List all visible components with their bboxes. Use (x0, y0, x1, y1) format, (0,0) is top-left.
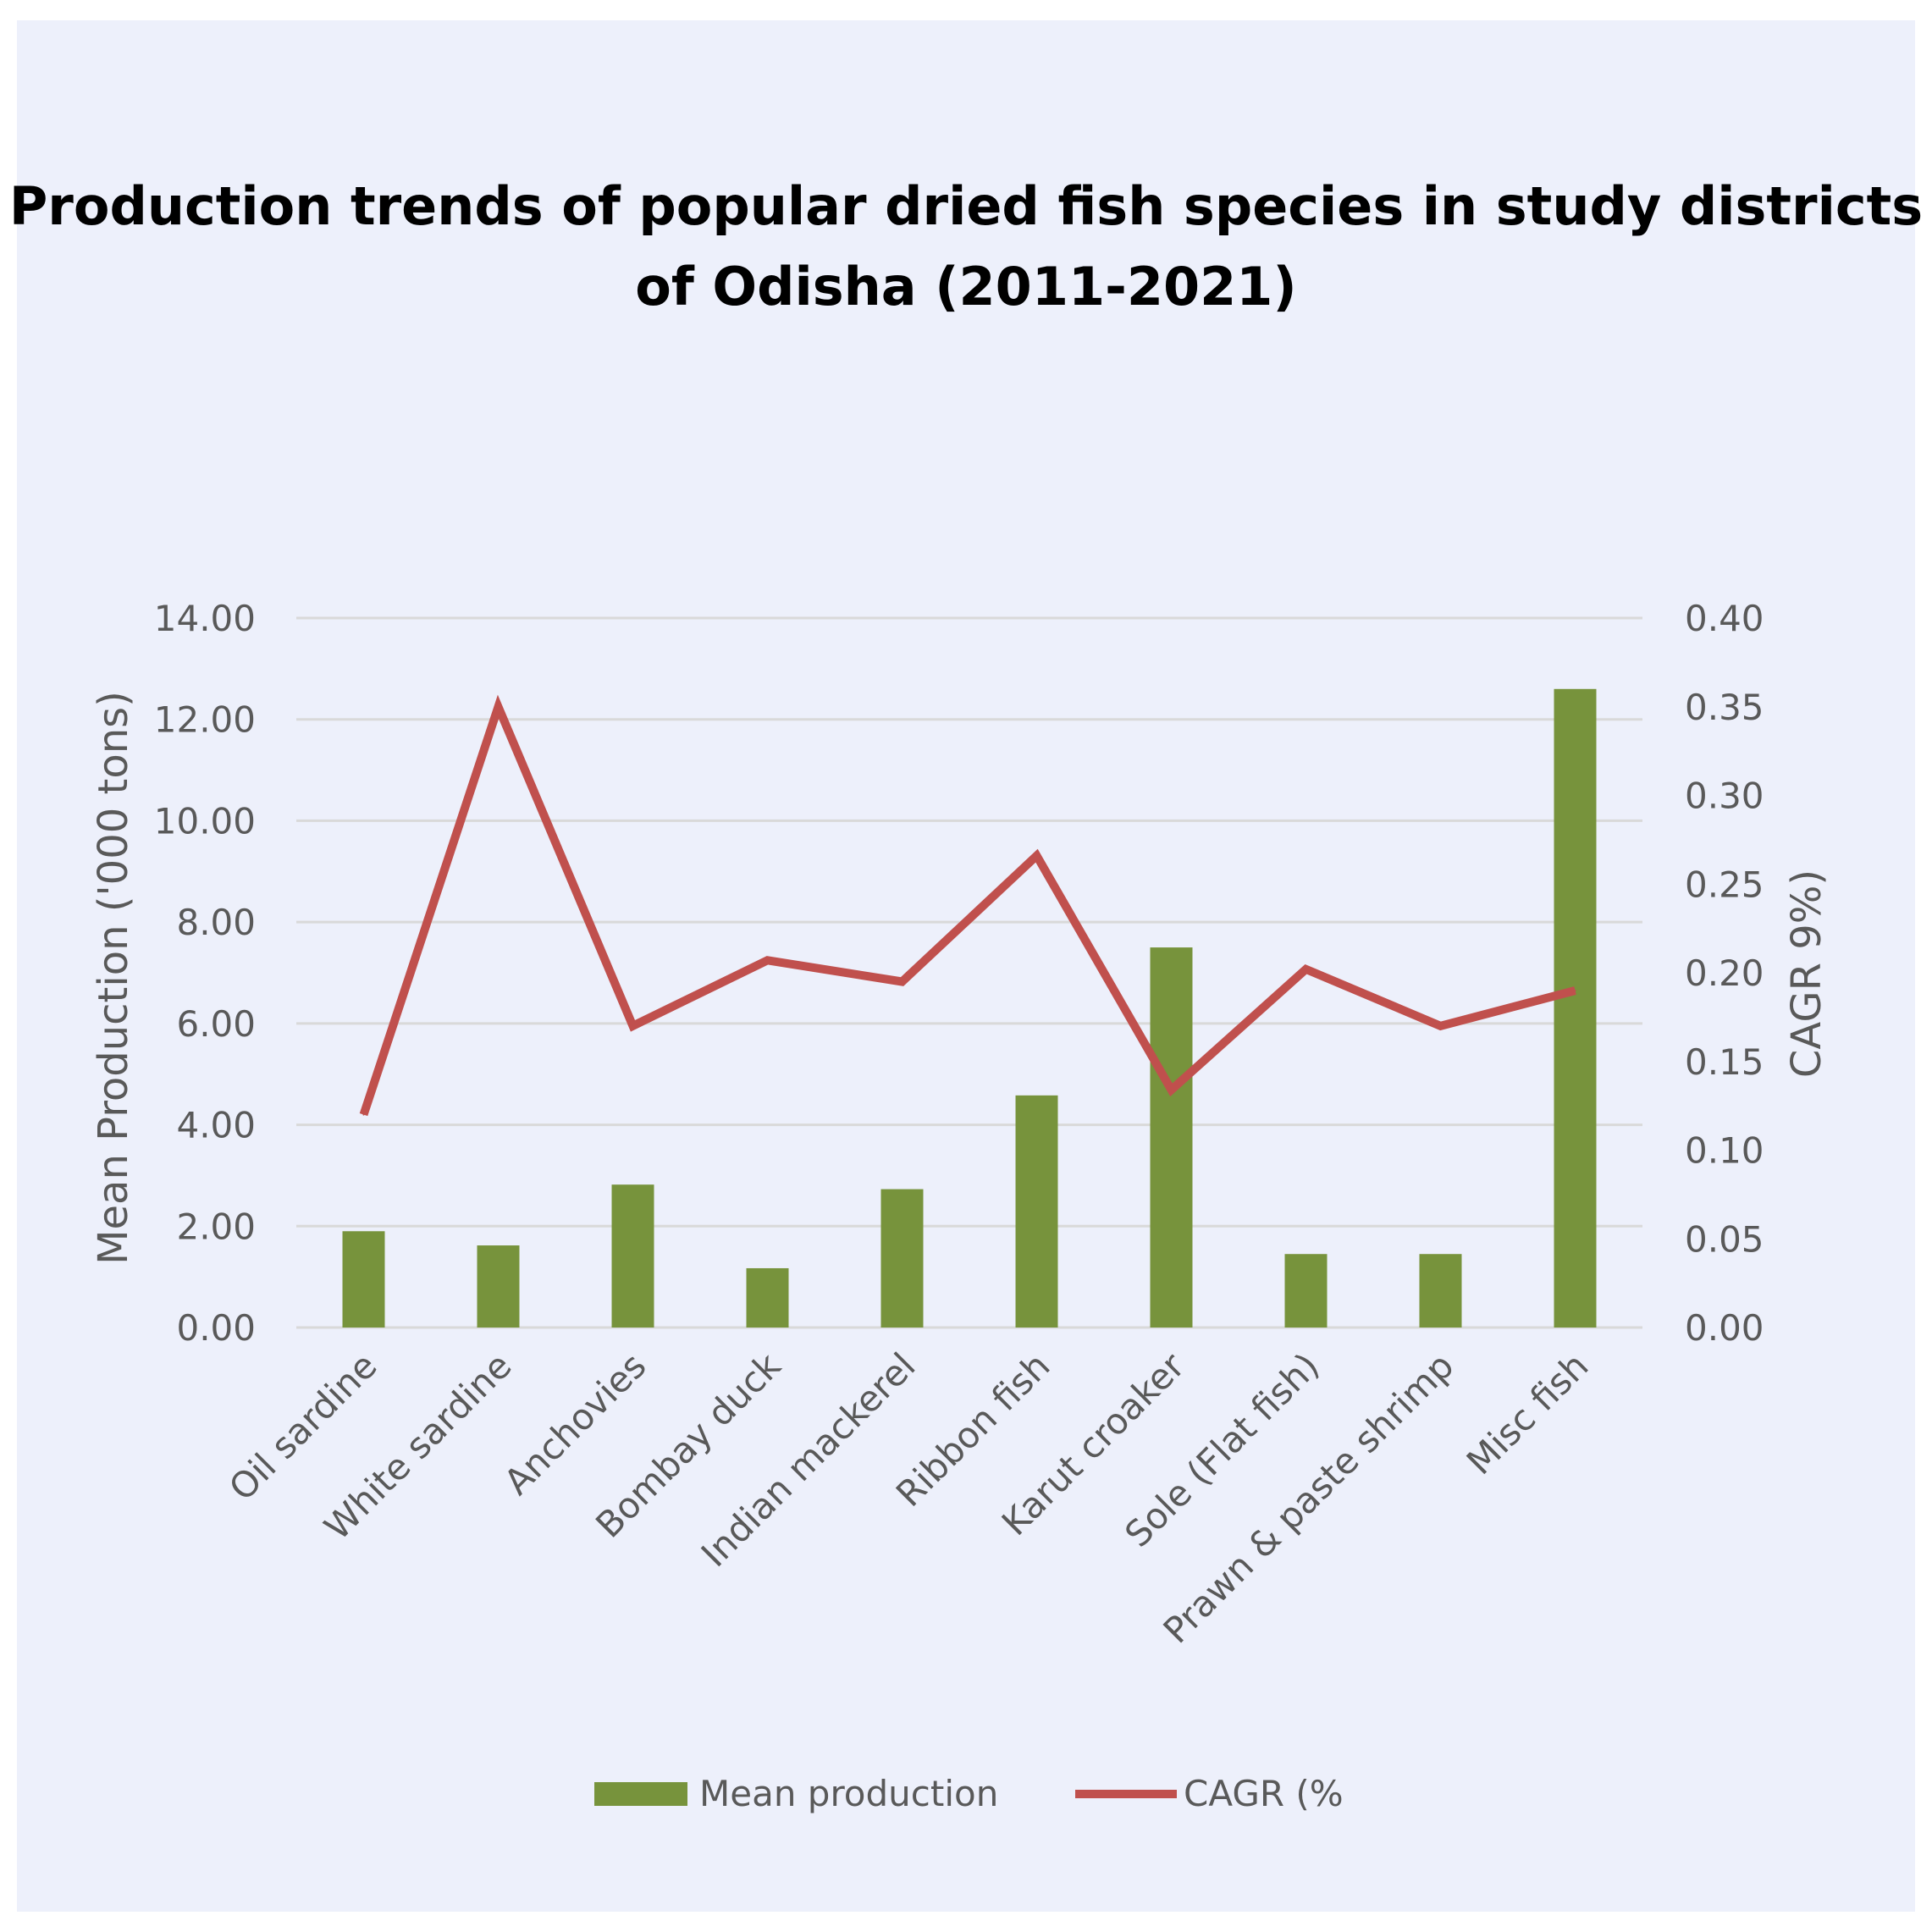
bar-mean-production (1284, 1254, 1328, 1328)
bar-mean-production (1150, 947, 1193, 1328)
y-tick-label: 4.00 (176, 1105, 256, 1146)
cagr-line (359, 694, 1576, 1117)
y2-tick-label: 0.25 (1685, 864, 1764, 905)
cagr-point (1574, 989, 1576, 991)
y-tick-label: 10.00 (154, 800, 256, 842)
y2-tick-label: 0.35 (1685, 687, 1764, 728)
cagr-point (497, 705, 500, 708)
y-tick-label: 8.00 (176, 902, 256, 943)
bar-mean-production (1419, 1254, 1462, 1328)
cagr-point (1170, 1089, 1173, 1091)
left-axis-ticks: 0.00 2.00 4.00 6.00 8.00 10.00 12.00 14.00 (154, 598, 256, 1349)
legend-label-cagr: CAGR (% (1184, 1773, 1344, 1814)
cagr-point (632, 1024, 634, 1027)
cagr-point (901, 980, 903, 983)
y2-axis-title: CAGR 9%) (1783, 869, 1830, 1078)
legend: Mean production CAGR (% (594, 1773, 1344, 1814)
y2-tick-label: 0.30 (1685, 776, 1764, 817)
cagr-point (1305, 968, 1307, 970)
bar-mean-production (880, 1189, 924, 1328)
bar-series (342, 688, 1597, 1328)
legend-swatch-mean-production (594, 1782, 687, 1806)
bar-mean-production (1015, 1095, 1058, 1328)
cagr-point (766, 959, 769, 962)
legend-label-mean-production: Mean production (699, 1773, 998, 1814)
y-tick-label: 12.00 (154, 699, 256, 741)
gridlines (296, 616, 1642, 1329)
chart-background (17, 20, 1915, 1912)
bar-mean-production (611, 1184, 654, 1328)
y2-tick-label: 0.05 (1685, 1218, 1764, 1260)
cagr-point (1035, 854, 1038, 857)
y-tick-label: 0.00 (176, 1307, 256, 1349)
cagr-point (1439, 1024, 1442, 1027)
chart-title-line-2: of Odisha (2011-2021) (635, 256, 1296, 317)
y2-tick-label: 0.10 (1685, 1130, 1764, 1172)
y-axis-title: Mean Production ('000 tons) (90, 691, 137, 1265)
y2-tick-label: 0.15 (1685, 1041, 1764, 1083)
y-tick-label: 6.00 (176, 1003, 256, 1045)
y-tick-label: 14.00 (154, 598, 256, 639)
bar-mean-production (342, 1231, 385, 1328)
y2-tick-label: 0.40 (1685, 598, 1764, 639)
x-category-label: Misc fish (1459, 1344, 1597, 1482)
line-series (359, 694, 1576, 1117)
y2-tick-label: 0.00 (1685, 1307, 1764, 1349)
bar-mean-production (746, 1267, 789, 1328)
cagr-point (362, 1113, 365, 1116)
y-tick-label: 2.00 (176, 1206, 256, 1247)
bar-mean-production (1554, 688, 1597, 1328)
bar-mean-production (477, 1245, 520, 1328)
chart-title-line-1: Production trends of popular dried fish … (9, 175, 1923, 237)
right-axis-ticks: 0.00 0.05 0.10 0.15 0.20 0.25 0.30 0.35 0.40 (1685, 598, 1764, 1349)
y2-tick-label: 0.20 (1685, 952, 1764, 994)
